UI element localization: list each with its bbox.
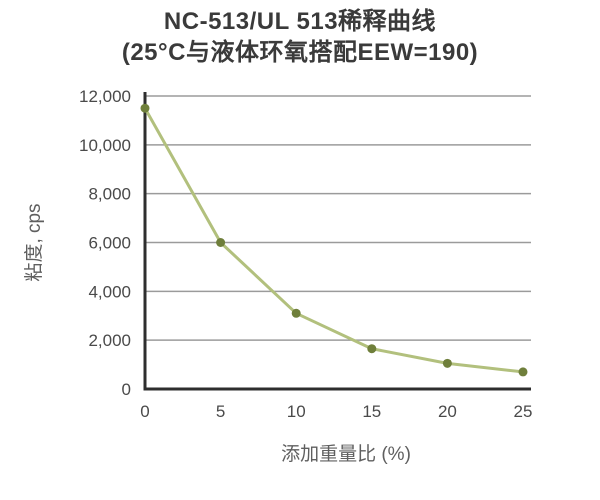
y-tick-label: 8,000 xyxy=(88,185,131,204)
data-point xyxy=(367,344,377,354)
x-tick-label: 10 xyxy=(287,402,306,421)
data-point xyxy=(442,358,452,368)
x-tick-label: 5 xyxy=(216,402,225,421)
chart-title-line2: (25°C与液体环氧搭配EEW=190) xyxy=(121,39,479,66)
data-point xyxy=(140,103,150,113)
data-point xyxy=(216,238,226,247)
y-tick-label: 12,000 xyxy=(79,87,131,106)
chart-title-line1: NC-513/UL 513稀释曲线 xyxy=(163,8,437,35)
data-point xyxy=(518,367,528,377)
data-point xyxy=(291,308,301,318)
data-line xyxy=(143,107,524,374)
x-tick-label: 0 xyxy=(140,402,149,421)
y-tick-label: 2,000 xyxy=(88,331,131,350)
chart-title: NC-513/UL 513稀释曲线 (25°C与液体环氧搭配EEW=190) xyxy=(0,6,600,68)
y-tick-label: 4,000 xyxy=(88,282,131,301)
x-tick-label: 15 xyxy=(362,402,381,421)
y-tick-label: 6,000 xyxy=(88,234,131,253)
x-axis-label: 添加重量比 (%) xyxy=(281,443,411,465)
x-tick-label: 25 xyxy=(514,402,533,421)
y-tick-label: 10,000 xyxy=(79,136,131,155)
x-tick-label: 20 xyxy=(438,402,457,421)
y-axis-label: 粘度, cps xyxy=(23,203,45,281)
y-tick-label: 0 xyxy=(122,380,131,399)
